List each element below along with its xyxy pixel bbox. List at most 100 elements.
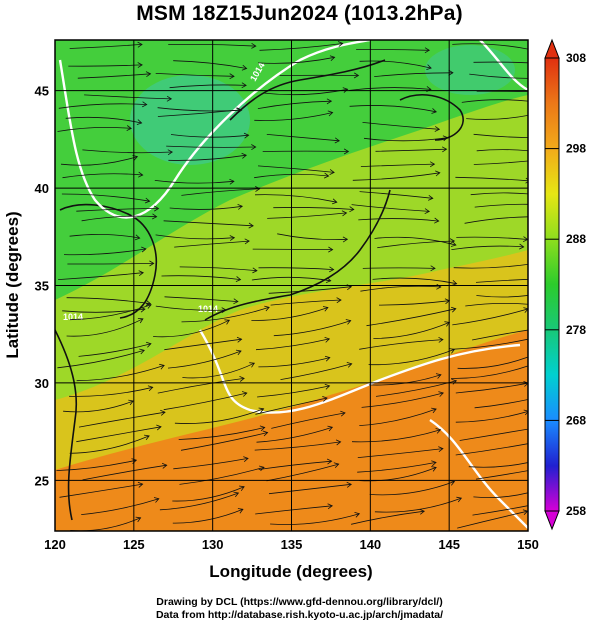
streamline-arrowhead — [233, 491, 240, 498]
streamline-arrowhead — [540, 76, 544, 81]
colorbar-tick-label: 258 — [566, 504, 586, 518]
streamline-arrowhead — [523, 307, 528, 313]
streamline — [155, 234, 235, 240]
streamline-arrowhead — [333, 462, 340, 468]
streamline — [455, 176, 528, 182]
streamline — [464, 216, 528, 224]
streamline — [451, 338, 528, 350]
x-tick-label: 125 — [123, 537, 145, 552]
streamline — [181, 306, 270, 323]
streamline-arrowhead — [159, 363, 165, 370]
streamline — [163, 220, 254, 227]
streamline-arrowhead — [431, 108, 437, 114]
streamline — [358, 218, 439, 222]
streamline-arrowhead — [323, 172, 330, 179]
streamline-arrowhead — [145, 71, 152, 78]
streamline — [76, 208, 159, 212]
cold-pocket-northeast — [425, 45, 515, 95]
streamline-arrowhead — [229, 73, 235, 80]
streamline-arrowhead — [451, 280, 458, 286]
x-tick-label: 130 — [202, 537, 224, 552]
streamline — [56, 459, 137, 471]
streamline-arrowhead — [128, 399, 134, 406]
streamline — [174, 240, 250, 248]
x-tick-label: 140 — [359, 537, 381, 552]
streamline — [170, 134, 249, 138]
streamline — [66, 318, 144, 337]
streamline — [258, 357, 330, 368]
streamline-arrowhead — [156, 424, 162, 431]
streamline-arrowhead — [134, 234, 141, 241]
streamline-arrowhead — [160, 409, 166, 416]
streamline — [67, 263, 154, 265]
contour-line-4 — [479, 40, 528, 92]
streamline-arrowhead — [153, 497, 160, 503]
streamline — [280, 363, 352, 380]
streamline-arrowhead — [237, 204, 243, 210]
streamline-arrowhead — [341, 210, 348, 217]
streamline-arrowhead — [327, 503, 333, 510]
streamline — [473, 492, 528, 498]
streamline-arrowhead — [138, 171, 144, 178]
streamline — [461, 99, 528, 103]
streamline-arrowhead — [345, 319, 352, 325]
streamline — [62, 308, 145, 313]
streamline-arrowhead — [431, 466, 437, 472]
streamline-arrowhead — [137, 481, 144, 488]
streamline — [352, 172, 440, 181]
streamline-arrowhead — [331, 198, 338, 205]
streamline-arrowhead — [424, 208, 430, 215]
streamline — [271, 412, 346, 429]
streamline-arrowhead — [126, 125, 132, 131]
streamline-arrowhead — [534, 352, 539, 357]
streamline — [58, 272, 144, 280]
streamline — [450, 365, 528, 379]
streamline-arrowhead — [334, 137, 340, 144]
map-title: MSM 18Z15Jun2024 (1013.2hPa) — [136, 2, 463, 25]
streamline-arrowhead — [144, 434, 150, 441]
streamline-arrowhead — [431, 407, 437, 414]
streamline — [168, 43, 256, 47]
streamline — [453, 263, 528, 269]
streamline — [159, 492, 239, 511]
streamline — [351, 429, 441, 443]
streamline-arrowhead — [430, 265, 436, 272]
streamline-arrowhead — [342, 87, 349, 93]
streamline — [179, 466, 265, 485]
streamline-arrowhead — [241, 82, 247, 89]
streamline-arrowhead — [167, 149, 173, 156]
streamline — [153, 319, 230, 338]
streamline — [377, 240, 455, 249]
streamline — [474, 203, 528, 208]
streamline — [259, 43, 343, 51]
streamline — [60, 156, 138, 166]
x-tick-label: 120 — [44, 537, 66, 552]
streamline-arrowhead — [428, 194, 434, 201]
streamline — [63, 400, 134, 413]
streamline — [66, 297, 151, 304]
streamline — [266, 134, 340, 142]
streamline — [266, 463, 339, 482]
x-axis-label: Longitude (degrees) — [209, 562, 372, 581]
streamline-arrowhead — [450, 241, 457, 247]
streamline-arrowhead — [438, 336, 444, 343]
colorbar-tick-label: 298 — [566, 142, 586, 156]
streamline-arrowhead — [166, 95, 173, 102]
streamline — [455, 382, 528, 394]
streamline — [357, 448, 443, 458]
streamline-arrowhead — [136, 119, 143, 125]
x-tick-label: 135 — [281, 537, 303, 552]
streamline — [257, 56, 335, 64]
streamline — [457, 356, 528, 369]
streamline — [374, 236, 457, 246]
streamline-arrowhead — [533, 99, 538, 104]
streamline — [359, 60, 432, 69]
streamline — [258, 267, 334, 270]
streamline-arrowhead — [449, 480, 456, 486]
streamline — [69, 304, 152, 321]
streamline-arrowhead — [434, 126, 441, 132]
y-axis-label: Latitude (degrees) — [3, 211, 22, 358]
streamline — [58, 103, 147, 109]
streamline — [179, 266, 257, 272]
streamline — [474, 399, 528, 409]
